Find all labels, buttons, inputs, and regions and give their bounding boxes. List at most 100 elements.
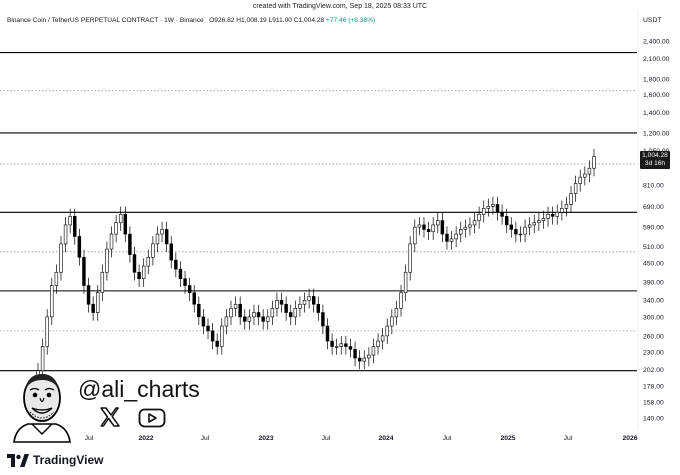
candle-body xyxy=(63,224,68,245)
candle-body xyxy=(54,271,59,286)
candle-body xyxy=(178,268,183,280)
candle-body xyxy=(532,222,536,226)
candle-body xyxy=(468,224,472,228)
tradingview-logo-text: TradingView xyxy=(33,453,104,467)
candle-body xyxy=(514,229,518,235)
y-tick-label: 260.00 xyxy=(643,333,664,340)
x-tick-label: Jul xyxy=(201,435,210,442)
candle-body xyxy=(302,299,307,305)
candle-body xyxy=(183,278,187,286)
candle-body xyxy=(399,292,403,309)
candle-body xyxy=(128,233,132,255)
x-tick-label: 2025 xyxy=(500,435,515,442)
y-tick-label: 2,400.00 xyxy=(643,38,670,45)
y-tick-label: 690.00 xyxy=(643,204,664,211)
x-tick-label: 2022 xyxy=(138,435,153,442)
candle-body xyxy=(339,343,343,347)
candle-body xyxy=(413,226,417,245)
candle-body xyxy=(233,303,238,309)
tradingview-logo[interactable]: TradingView xyxy=(7,453,103,467)
candle-body xyxy=(220,325,224,347)
candle-body xyxy=(454,233,458,240)
candle-body xyxy=(463,226,468,230)
youtube-icon[interactable] xyxy=(138,408,166,428)
candle-body xyxy=(408,243,412,273)
symbol-header: Binance Coin / TetherUS PERPETUAL CONTRA… xyxy=(7,17,375,24)
candle-body xyxy=(155,233,160,245)
symbol-title: Binance Coin / TetherUS PERPETUAL CONTRA… xyxy=(7,17,204,24)
candle-body xyxy=(449,238,454,242)
created-caption: created with TradingView.com, Sep 18, 20… xyxy=(252,3,428,10)
candle-body xyxy=(151,243,155,258)
y-tick-label: 1,200.00 xyxy=(643,130,670,137)
price-unit: USDT xyxy=(643,17,662,24)
y-tick-label: 1,600.00 xyxy=(643,92,670,99)
candle-body xyxy=(325,325,330,342)
candle-body xyxy=(385,325,389,337)
y-tick-label: 1,400.00 xyxy=(643,110,670,117)
candle-body xyxy=(357,357,362,362)
candle-body xyxy=(380,335,385,342)
candle-body xyxy=(555,211,559,217)
candle-body xyxy=(187,285,192,293)
candle-body xyxy=(500,211,504,217)
last-price-tag: 1,004.28 3d 16h xyxy=(640,151,670,169)
candle-body xyxy=(109,233,114,250)
candle-body xyxy=(334,346,339,348)
price-axis: 2,400.00 2,100.00 1,800.00 1,600.00 1,400.00… xyxy=(643,38,670,422)
candle-body xyxy=(215,340,219,347)
candle-body xyxy=(344,343,348,347)
x-tick-label: Jul xyxy=(85,435,94,442)
candle-body xyxy=(169,243,173,261)
y-tick-label: 140.00 xyxy=(643,415,664,422)
candle-body xyxy=(541,218,546,221)
x-tick-label: 2023 xyxy=(258,435,273,442)
candle-body xyxy=(348,346,353,350)
candlestick-series xyxy=(36,148,596,393)
candle-body xyxy=(45,316,49,347)
candle-body xyxy=(123,214,128,235)
candle-body xyxy=(118,214,123,224)
tradingview-logo-icon xyxy=(7,453,29,467)
candle-body xyxy=(96,292,100,313)
candle-body xyxy=(206,325,210,332)
x-twitter-icon[interactable] xyxy=(98,405,122,429)
candle-body xyxy=(573,183,578,194)
candle-body xyxy=(298,303,302,309)
candle-body xyxy=(201,316,206,327)
price-change: +77.46 (+8.36%) xyxy=(326,17,376,24)
candle-body xyxy=(132,254,137,273)
candle-body xyxy=(192,292,196,305)
social-handle: @ali_charts xyxy=(78,376,200,402)
candle-body xyxy=(491,204,495,207)
candle-body xyxy=(160,229,164,235)
y-tick-label: 2,100.00 xyxy=(643,56,670,63)
candle-body xyxy=(252,312,256,318)
candle-body xyxy=(569,193,573,205)
candle-body xyxy=(527,224,532,228)
candle-body xyxy=(307,296,311,301)
candle-body xyxy=(289,312,293,318)
horizontal-levels xyxy=(0,51,637,372)
ohlc-values: O926.82 H1,008.19 L911.00 C1,004.28 xyxy=(209,17,325,24)
candle-body xyxy=(422,224,426,230)
y-tick-label: 178.00 xyxy=(643,384,664,391)
y-tick-label: 158.00 xyxy=(643,399,664,406)
candle-body xyxy=(495,204,500,213)
candle-body xyxy=(509,224,514,230)
y-tick-label: 1,800.00 xyxy=(643,77,670,84)
candle-body xyxy=(376,340,380,347)
candle-body xyxy=(247,316,252,322)
y-tick-label: 390.00 xyxy=(643,279,664,286)
x-tick-label: Jul xyxy=(564,435,573,442)
y-tick-label: 510.00 xyxy=(643,244,664,251)
candle-body xyxy=(40,346,45,371)
candle-body xyxy=(477,214,481,221)
candle-body xyxy=(197,303,201,318)
candle-body xyxy=(403,271,408,293)
candle-body xyxy=(224,316,229,327)
candle-body xyxy=(73,216,77,237)
candle-body xyxy=(137,271,141,280)
candle-body xyxy=(564,204,569,209)
